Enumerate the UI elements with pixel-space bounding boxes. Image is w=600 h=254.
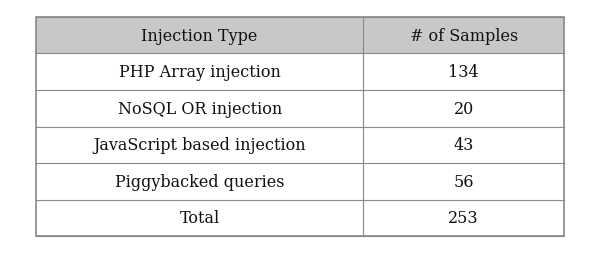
Text: # of Samples: # of Samples (410, 27, 518, 44)
Text: 43: 43 (454, 137, 474, 154)
Bar (36, 18, 564, 236)
Text: PHP Array injection: PHP Array injection (119, 64, 281, 81)
Text: NoSQL OR injection: NoSQL OR injection (118, 100, 282, 117)
Bar (36, 91, 564, 127)
Bar (36, 200, 564, 236)
Text: Injection Type: Injection Type (142, 27, 258, 44)
Bar (36, 54, 564, 91)
Text: Total: Total (179, 210, 220, 227)
Text: 20: 20 (454, 100, 474, 117)
Text: 253: 253 (448, 210, 479, 227)
Text: 134: 134 (448, 64, 479, 81)
Text: JavaScript based injection: JavaScript based injection (94, 137, 306, 154)
Text: Piggybacked queries: Piggybacked queries (115, 173, 284, 190)
Bar (36, 163, 564, 200)
Bar (36, 127, 564, 163)
Text: 56: 56 (454, 173, 474, 190)
Bar (36, 18, 564, 54)
